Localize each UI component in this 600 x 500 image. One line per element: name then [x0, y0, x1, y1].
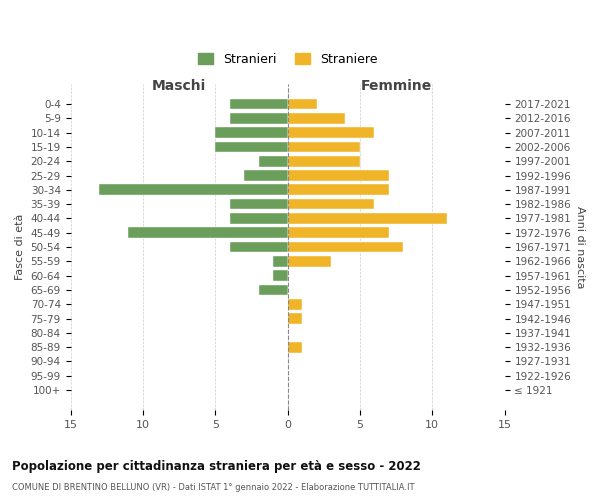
Bar [287, 113, 346, 124]
Bar [230, 242, 287, 252]
Bar [244, 170, 287, 181]
Text: COMUNE DI BRENTINO BELLUNO (VR) - Dati ISTAT 1° gennaio 2022 - Elaborazione TUTT: COMUNE DI BRENTINO BELLUNO (VR) - Dati I… [12, 482, 415, 492]
Bar [287, 98, 317, 110]
Bar [259, 156, 287, 166]
Bar [287, 199, 374, 209]
Bar [287, 342, 302, 352]
Bar [100, 184, 287, 195]
Bar [287, 256, 331, 266]
Y-axis label: Anni di nascita: Anni di nascita [575, 206, 585, 288]
Bar [287, 213, 447, 224]
Bar [287, 228, 389, 238]
Bar [273, 270, 287, 281]
Bar [128, 228, 287, 238]
Bar [287, 142, 360, 152]
Bar [259, 284, 287, 296]
Bar [215, 142, 287, 152]
Bar [273, 256, 287, 266]
Text: Femmine: Femmine [361, 78, 432, 92]
Bar [230, 98, 287, 110]
Bar [287, 313, 302, 324]
Y-axis label: Fasce di età: Fasce di età [15, 214, 25, 280]
Bar [215, 127, 287, 138]
Bar [287, 170, 389, 181]
Bar [287, 156, 360, 166]
Text: Maschi: Maschi [152, 78, 206, 92]
Text: Popolazione per cittadinanza straniera per età e sesso - 2022: Popolazione per cittadinanza straniera p… [12, 460, 421, 473]
Bar [230, 199, 287, 209]
Bar [287, 127, 374, 138]
Bar [287, 184, 389, 195]
Legend: Stranieri, Straniere: Stranieri, Straniere [193, 48, 382, 70]
Bar [287, 242, 403, 252]
Bar [230, 213, 287, 224]
Bar [287, 299, 302, 310]
Bar [230, 113, 287, 124]
